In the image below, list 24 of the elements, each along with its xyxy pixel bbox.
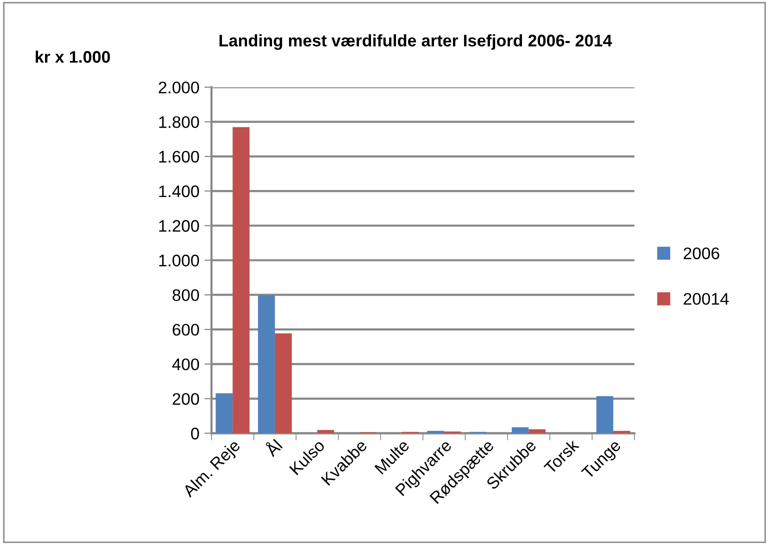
y-tick-label: 400 [172, 358, 200, 370]
bar [216, 393, 233, 434]
bar [512, 427, 529, 434]
bar [317, 430, 334, 434]
y-tick-label: 0 [191, 428, 200, 440]
bar [232, 127, 250, 434]
bar [258, 295, 275, 434]
legend-label: 20014 [684, 292, 729, 305]
y-tick-label: 1.000 [159, 254, 200, 266]
chart-title: Landing mest værdifulde arter Isefjord 2006- 2014 [220, 34, 612, 50]
bar [274, 333, 292, 434]
y-tick-label: 1.600 [159, 150, 200, 163]
y-tick-label: 600 [172, 324, 200, 336]
y-tick-label: 1.400 [159, 185, 200, 198]
y-tick-label: 2.000 [158, 82, 200, 94]
y-tick-label: 1.200 [159, 220, 200, 232]
y-tick-label: 1.800 [159, 116, 200, 128]
legend-label: 2006 [684, 247, 720, 260]
x-tick-label: Ål [262, 437, 283, 458]
y-axis-title: kr x 1.000 [36, 50, 110, 63]
x-tick-label: Alm. Reje [182, 438, 244, 500]
y-tick-label: 800 [172, 289, 200, 302]
y-tick-label: 200 [172, 393, 200, 405]
bar [596, 396, 614, 434]
